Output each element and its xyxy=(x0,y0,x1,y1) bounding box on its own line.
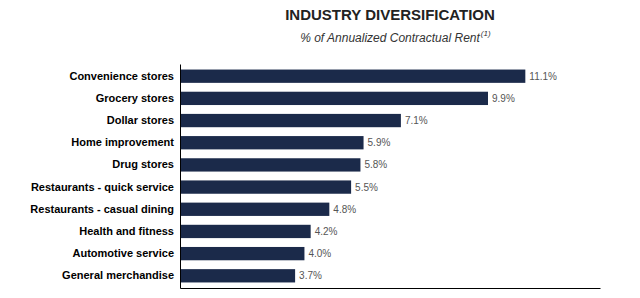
y-axis-line xyxy=(180,65,181,289)
bar xyxy=(180,114,401,127)
y-tick: General merchandise xyxy=(62,269,180,281)
data-label: 5.5% xyxy=(355,182,378,193)
subtitle-superscript: (1) xyxy=(481,29,491,38)
y-tick-label: General merchandise xyxy=(62,269,174,281)
data-label: 4.8% xyxy=(333,204,356,215)
bar xyxy=(180,158,360,171)
bar xyxy=(180,136,364,149)
y-tick: Drug stores xyxy=(112,158,180,170)
y-tick: Automotive service xyxy=(73,247,180,259)
bar xyxy=(180,269,295,282)
y-tick: Dollar stores xyxy=(107,114,180,126)
y-tick-label: Drug stores xyxy=(112,158,174,170)
x-axis xyxy=(181,288,601,289)
plot: 11.1% 9.9% 7.1% 5.9% 5.8% 5.5% 4.8% 4.2% 4.0% 3.7… xyxy=(30,65,600,289)
y-tick: Convenience stores xyxy=(69,70,180,82)
data-label: 3.7% xyxy=(299,270,322,281)
y-tick: Grocery stores xyxy=(96,92,180,104)
data-label: 5.8% xyxy=(364,159,387,170)
data-label: 4.0% xyxy=(308,248,331,259)
y-tick-label: Home improvement xyxy=(71,136,174,148)
x-axis-line xyxy=(181,288,601,289)
y-tick: Restaurants - casual dining xyxy=(30,203,180,215)
data-label: 5.9% xyxy=(368,137,391,148)
data-label: 9.9% xyxy=(492,93,515,104)
bar xyxy=(180,247,304,260)
y-axis: Convenience stores Grocery stores Dollar s… xyxy=(30,65,180,289)
title: INDUSTRY DIVERSIFICATION xyxy=(285,6,495,23)
data-labels: 11.1% 9.9% 7.1% 5.9% 5.8% 5.5% 4.8% 4.2% 4.0% 3.7… xyxy=(299,71,557,282)
data-label: 4.2% xyxy=(315,226,338,237)
y-tick-label: Automotive service xyxy=(73,247,174,259)
bar xyxy=(180,92,488,105)
bar xyxy=(180,203,329,216)
y-tick: Home improvement xyxy=(71,136,180,148)
bar xyxy=(180,225,311,238)
subtitle: % of Annualized Contractual Rent xyxy=(300,31,480,45)
bar xyxy=(180,180,351,193)
data-label: 11.1% xyxy=(529,71,557,82)
y-tick: Restaurants - quick service xyxy=(31,181,180,193)
y-tick-label: Health and fitness xyxy=(79,225,174,237)
bars xyxy=(180,70,525,283)
y-tick-label: Restaurants - casual dining xyxy=(30,203,174,215)
y-tick-label: Dollar stores xyxy=(107,114,174,126)
y-tick-label: Convenience stores xyxy=(69,70,174,82)
chart: 11.1% 9.9% 7.1% 5.9% 5.8% 5.5% 4.8% 4.2% 4.0% 3.7… xyxy=(0,0,640,298)
y-tick-label: Grocery stores xyxy=(96,92,174,104)
y-tick: Health and fitness xyxy=(79,225,180,237)
y-tick-label: Restaurants - quick service xyxy=(31,181,174,193)
bar xyxy=(180,70,525,83)
data-label: 7.1% xyxy=(405,115,428,126)
